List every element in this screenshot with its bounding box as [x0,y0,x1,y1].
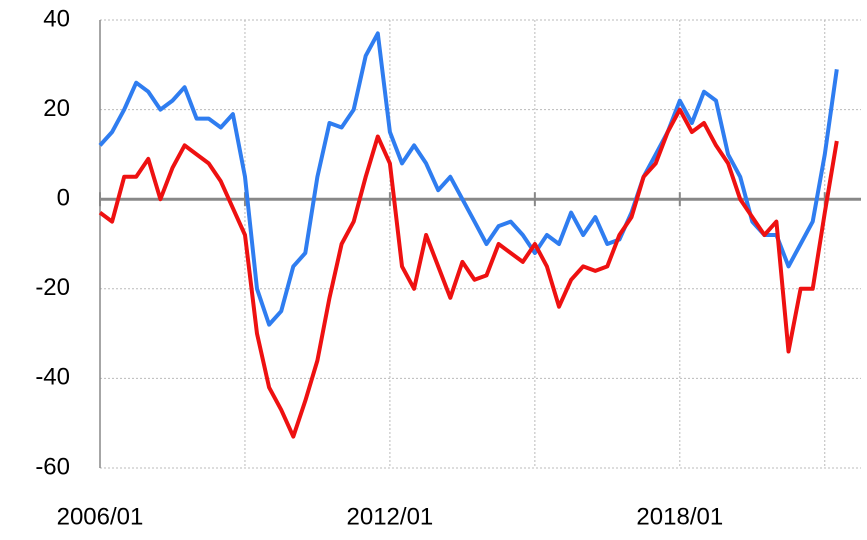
y-tick-label: 40 [43,5,70,32]
x-tick-label: 2012/01 [347,503,434,530]
y-tick-label: -20 [35,274,70,301]
x-tick-label: 2006/01 [57,503,144,530]
y-tick-label: -60 [35,453,70,480]
series-line [98,31,839,327]
y-tick-label: 0 [57,185,70,212]
y-tick-label: 20 [43,95,70,122]
x-tick-label: 2018/01 [636,503,723,530]
y-tick-label: -40 [35,364,70,391]
series-line [98,107,839,439]
